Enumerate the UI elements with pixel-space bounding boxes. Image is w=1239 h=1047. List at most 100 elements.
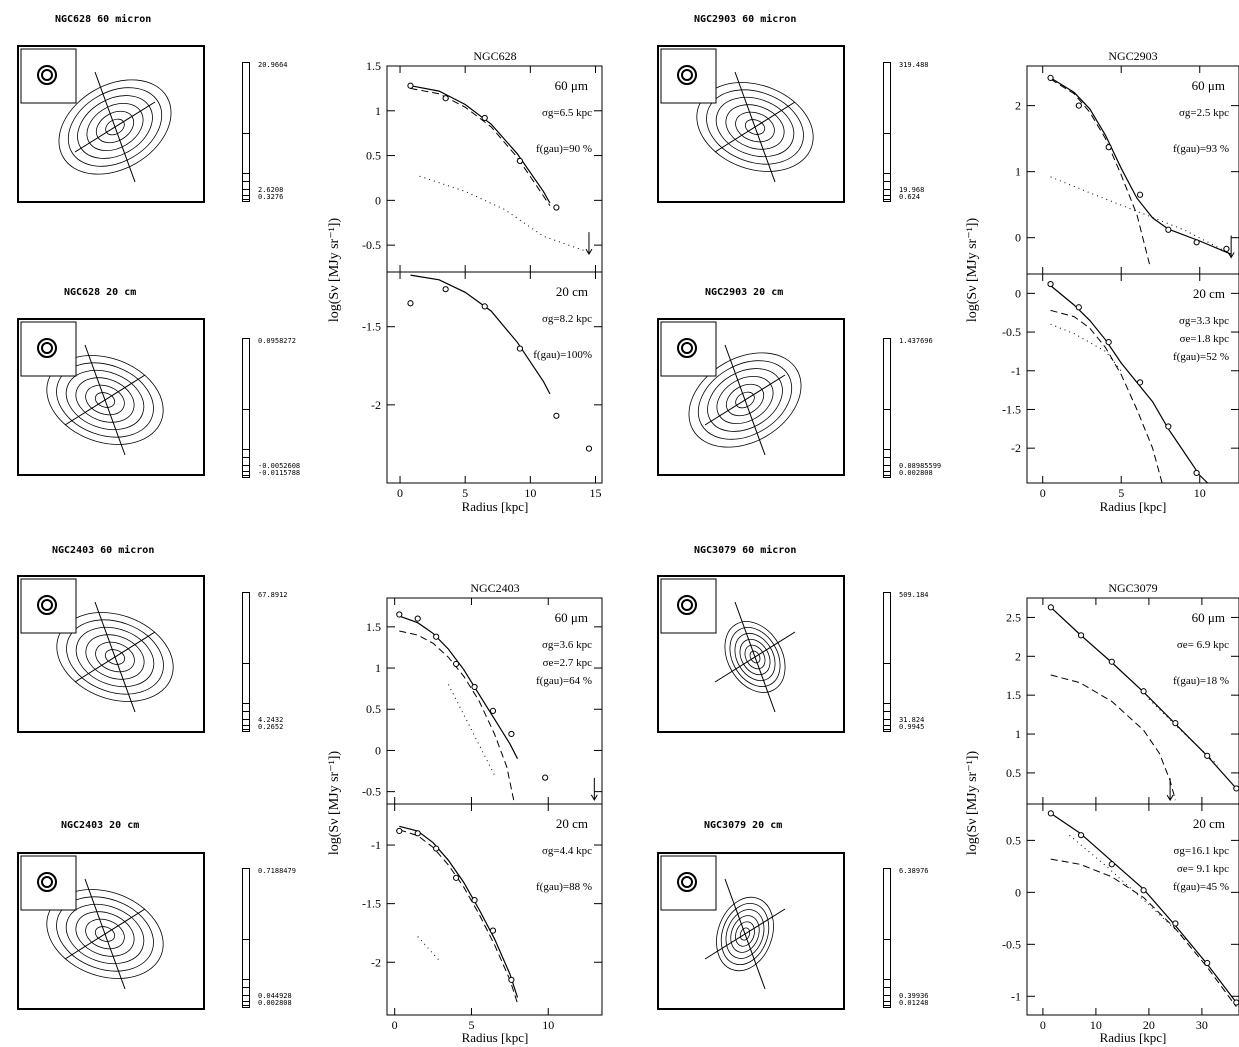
minor-axis-line <box>724 878 766 990</box>
data-point <box>1140 887 1147 894</box>
data-point <box>471 683 478 691</box>
contour-drawing <box>20 321 164 456</box>
data-point <box>396 827 403 835</box>
colorbar-ngc3079-20 <box>883 868 891 1008</box>
colorbar-ngc2903-20 <box>883 338 891 478</box>
profile-chart-ngc3079: NGC3079 Radius [kpc] log(Sν [MJy sr⁻¹]) 0.5… <box>965 581 1239 1045</box>
beam-circle <box>41 342 53 354</box>
fit-parameter: f(gau)=18 % <box>1173 675 1229 687</box>
colorbar-tick <box>884 465 890 466</box>
data-point <box>1108 861 1115 868</box>
colorbar-ngc3079-60 <box>883 592 891 732</box>
contour-level <box>85 384 125 416</box>
beam-circle <box>37 65 57 85</box>
beam-circle <box>41 599 53 611</box>
colorbar-max: 509.184 <box>899 591 929 599</box>
data-point <box>516 345 524 352</box>
map-title-ngc3079-20: NGC3079 20 cm <box>704 820 783 831</box>
contour-level <box>715 96 795 158</box>
y-tick-label: -1.5 <box>1002 402 1021 416</box>
y-tick-label: -1 <box>1011 364 1021 378</box>
map-title-ngc2403-20: NGC2403 20 cm <box>61 820 140 831</box>
fit-parameter: σg=4.4 kpc <box>542 845 592 857</box>
y-tick-label: -1 <box>1011 989 1021 1003</box>
y-tick-label: 1.5 <box>366 59 381 73</box>
data-point <box>1193 469 1200 477</box>
beam-inset <box>660 578 717 634</box>
colorbar-tick <box>884 133 890 134</box>
fit-parameter: f(gau)=88 % <box>536 881 592 893</box>
fit-parameter: σg=6.5 kpc <box>542 107 592 119</box>
data-point <box>1223 245 1230 253</box>
band-label: 20 cm <box>1193 286 1225 301</box>
data-point <box>1077 832 1085 839</box>
map-title-ngc2903-60: NGC2903 60 micron <box>694 14 797 25</box>
gaussian-exponential-fit-line <box>410 85 551 204</box>
x-axis-label: Radius [kpc] <box>1100 1030 1167 1045</box>
exponential-component-line <box>419 175 590 253</box>
beam-inset <box>660 48 717 104</box>
y-tick-label: -0.5 <box>362 785 381 799</box>
colorbar-tick <box>884 979 890 980</box>
y-tick-label: -0.5 <box>1002 937 1021 951</box>
y-tick-label: -1.5 <box>362 897 381 911</box>
contour-level <box>688 352 802 448</box>
panel-bottom: 0 -0.5 -1 -1.5 -2 0 5 10 20 cm σg=3.3 kpc σe=1.8 k… <box>1002 273 1239 500</box>
beam-circle <box>681 69 693 81</box>
beam-circle <box>681 342 693 354</box>
colorbar-max: 0.0958272 <box>258 337 296 345</box>
colorbar-tick <box>243 711 249 712</box>
colorbar-tick <box>243 995 249 996</box>
colorbar-max: 319.488 <box>899 61 929 69</box>
colorbar-low-1: 0.624 <box>899 193 921 201</box>
chart-title: NGC628 <box>473 49 516 63</box>
colorbar-tick <box>243 471 249 472</box>
contour-level <box>77 95 153 159</box>
x-tick-label: 20 <box>1143 1018 1155 1032</box>
data-point <box>553 412 560 419</box>
colorbar-tick <box>243 199 249 200</box>
y-tick-label: -2 <box>371 955 381 969</box>
contour-drawing <box>660 855 786 990</box>
colorbar-ngc628-60 <box>242 62 250 202</box>
beam-inset <box>660 855 717 911</box>
data-point <box>1075 102 1082 109</box>
minor-axis-line <box>84 878 126 990</box>
y-tick-label: 1 <box>1015 727 1021 741</box>
x-tick-label: 10 <box>1194 486 1206 500</box>
contour-level <box>725 909 765 959</box>
colorbar-tick <box>243 725 249 726</box>
colorbar-tick <box>243 703 249 704</box>
contour-level <box>739 927 751 941</box>
colorbar-tick <box>243 729 249 730</box>
contour-map-ngc3079-60 <box>657 575 845 733</box>
beam-inset <box>20 321 77 377</box>
colorbar-tick <box>243 181 249 182</box>
panel-frame <box>386 803 603 1016</box>
gaussian-exponential-fit-line <box>399 825 519 998</box>
upper-limit-arrow <box>1227 235 1235 259</box>
data-point <box>1105 144 1112 151</box>
colorbar-tick <box>884 987 890 988</box>
fit-parameter: σg=8.2 kpc <box>542 313 592 325</box>
beam-circle <box>41 876 53 888</box>
fit-parameter: σg=2.5 kpc <box>1179 107 1229 119</box>
x-tick-label: 5 <box>462 486 468 500</box>
contour-map-ngc2903-60 <box>657 45 845 203</box>
upper-limit-arrow <box>585 232 593 256</box>
contour-map-ngc628-20 <box>17 318 205 476</box>
panel-bottom: -1 -1.5 -2 0 5 10 20 cm σg=4.4 kpc f(gau)=88 % <box>362 803 603 1032</box>
map-title-ngc3079-60: NGC3079 60 micron <box>694 545 797 556</box>
x-tick-label: 10 <box>524 486 536 500</box>
x-axis-label: Radius [kpc] <box>462 1030 529 1045</box>
colorbar-tick <box>243 475 249 476</box>
fit-parameter: σe=1.8 kpc <box>1180 333 1230 345</box>
x-axis-label: Radius [kpc] <box>1100 499 1167 514</box>
gaussian-exponential-fit-line <box>1050 77 1232 255</box>
data-point <box>489 707 497 714</box>
colorbar-tick <box>884 471 890 472</box>
beam-circle <box>681 599 693 611</box>
beam-circle <box>681 876 693 888</box>
y-tick-label: 0 <box>375 743 381 757</box>
y-tick-label: 0 <box>1015 231 1021 245</box>
